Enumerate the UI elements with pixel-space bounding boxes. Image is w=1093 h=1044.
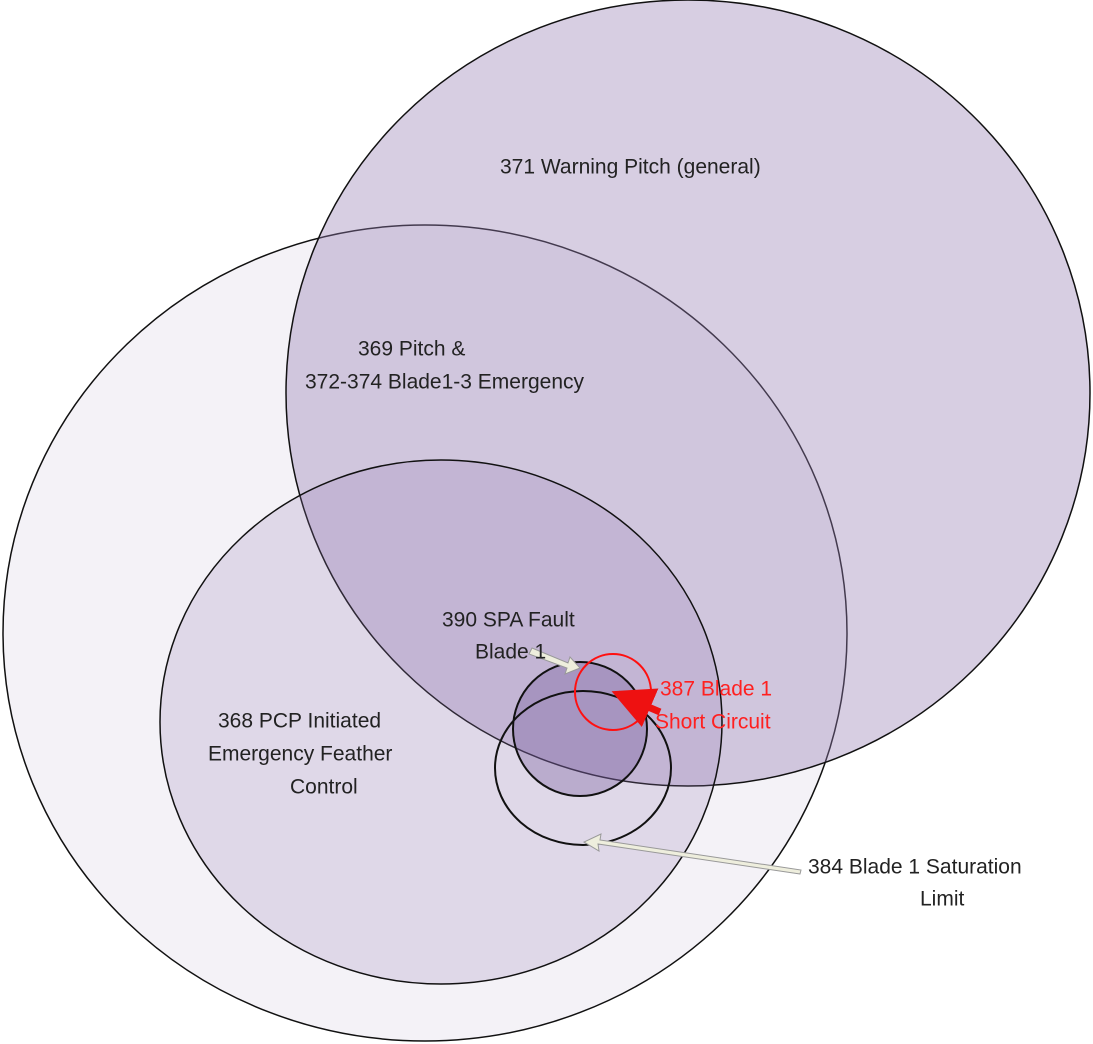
label: Blade 1 — [475, 641, 546, 664]
circle-371 — [285, 0, 1091, 787]
circle-384 — [494, 690, 672, 846]
label: Control — [290, 776, 358, 799]
label: 369 Pitch & — [358, 338, 465, 361]
label: Emergency Feather — [208, 743, 392, 766]
label: 390 SPA Fault — [442, 609, 575, 632]
label: 384 Blade 1 Saturation — [808, 856, 1022, 879]
label: Limit — [920, 888, 965, 911]
label: 368 PCP Initiated — [218, 710, 381, 733]
circle-369 — [2, 224, 848, 1042]
label: 371 Warning Pitch (general) — [500, 156, 761, 179]
label: Short Circuit — [655, 711, 771, 734]
arrow-384 — [582, 833, 802, 875]
label: 387 Blade 1 — [660, 678, 772, 701]
circle-368 — [159, 459, 723, 985]
circle-390 — [512, 661, 648, 797]
arrow-387 — [611, 688, 662, 728]
arrow-390 — [528, 647, 581, 675]
label: 372-374 Blade1-3 Emergency — [305, 371, 585, 394]
